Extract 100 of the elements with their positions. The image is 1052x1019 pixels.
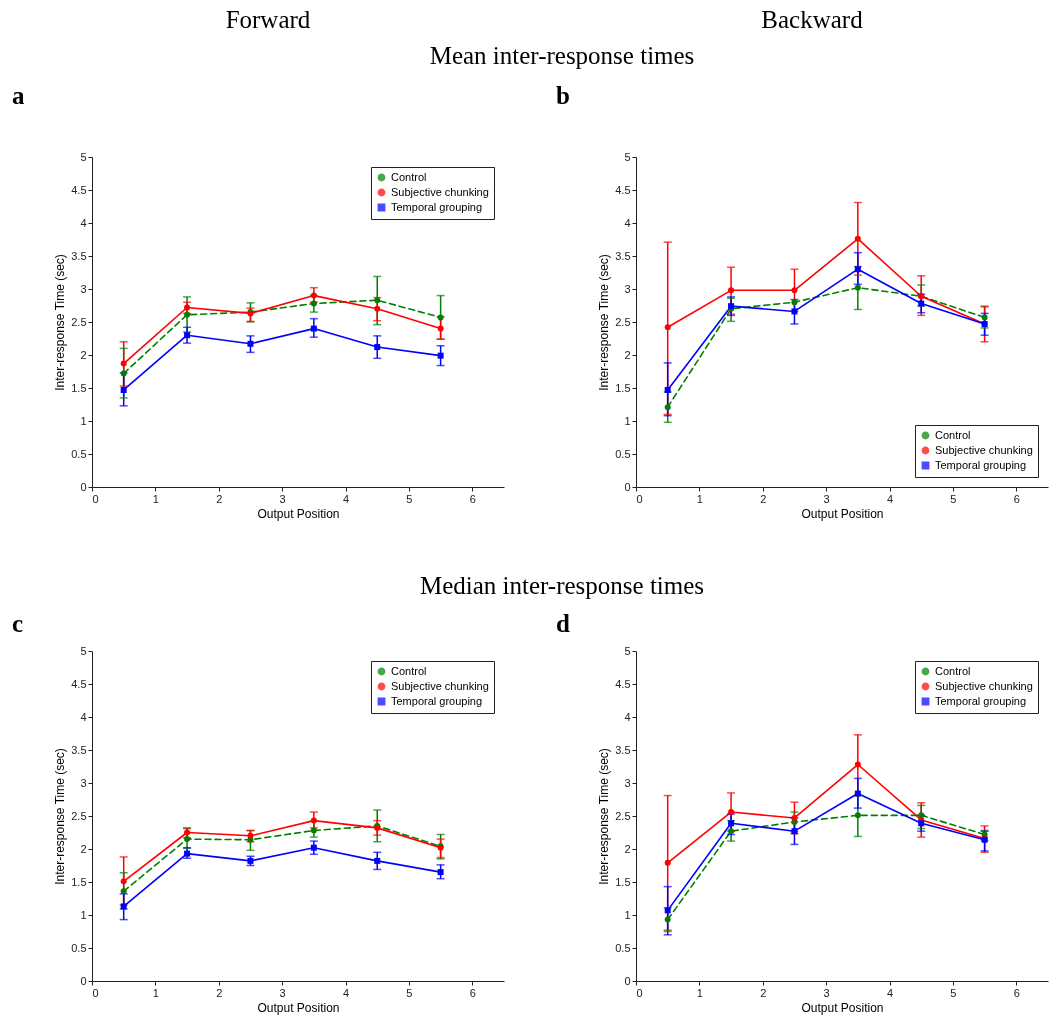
legend-label: Control bbox=[391, 170, 427, 183]
x-tick-label: 2 bbox=[760, 492, 767, 505]
y-tick-label: 5 bbox=[624, 644, 631, 657]
y-tick-label: 3.5 bbox=[615, 249, 631, 262]
y-tick-label: 0.5 bbox=[71, 447, 87, 460]
y-tick-label: 5 bbox=[624, 150, 631, 163]
y-tick-label: 5 bbox=[80, 150, 87, 163]
x-tick-label: 3 bbox=[823, 492, 830, 505]
y-tick-label: 1 bbox=[80, 908, 87, 921]
y-axis-title: Inter-response Time (sec) bbox=[597, 254, 612, 391]
text: Backward bbox=[761, 6, 863, 34]
y-axis-title: Inter-response Time (sec) bbox=[53, 748, 68, 885]
y-tick-label: 1 bbox=[624, 414, 631, 427]
y-tick-label: 0.5 bbox=[615, 447, 631, 460]
x-tick-label: 0 bbox=[92, 492, 99, 505]
x-tick-label: 5 bbox=[406, 492, 413, 505]
x-tick-label: 1 bbox=[152, 986, 159, 999]
legend-label: Control bbox=[935, 428, 971, 441]
x-tick-label: 0 bbox=[636, 492, 643, 505]
text: Forward bbox=[225, 6, 311, 34]
chart-title: a bbox=[12, 82, 25, 110]
x-tick-label: 5 bbox=[950, 986, 957, 999]
x-tick-label: 6 bbox=[469, 492, 476, 505]
y-tick-label: 3 bbox=[624, 776, 631, 789]
y-axis-title: Inter-response Time (sec) bbox=[597, 748, 612, 885]
y-tick-label: 2 bbox=[80, 348, 87, 361]
x-axis-title: Output Position bbox=[257, 506, 340, 521]
legend-label: Control bbox=[935, 664, 971, 677]
y-tick-label: 1.5 bbox=[71, 875, 87, 888]
x-tick-label: 5 bbox=[406, 986, 413, 999]
x-axis-title: Output Position bbox=[801, 1000, 884, 1015]
y-tick-label: 5 bbox=[80, 644, 87, 657]
x-tick-label: 5 bbox=[950, 492, 957, 505]
x-tick-label: 3 bbox=[823, 986, 830, 999]
y-tick-label: 4 bbox=[80, 710, 87, 723]
x-tick-label: 6 bbox=[469, 986, 476, 999]
y-tick-label: 2 bbox=[80, 842, 87, 855]
y-tick-label: 1.5 bbox=[615, 381, 631, 394]
x-tick-label: 0 bbox=[636, 986, 643, 999]
x-tick-label: 1 bbox=[696, 986, 703, 999]
y-tick-label: 2 bbox=[624, 348, 631, 361]
x-axis-title: Output Position bbox=[801, 506, 884, 521]
y-tick-label: 4 bbox=[624, 216, 631, 229]
y-tick-label: 1 bbox=[80, 414, 87, 427]
x-tick-label: 2 bbox=[216, 492, 223, 505]
y-tick-label: 2 bbox=[624, 842, 631, 855]
y-tick-label: 4.5 bbox=[71, 183, 87, 196]
x-tick-label: 2 bbox=[760, 986, 767, 999]
x-tick-label: 1 bbox=[696, 492, 703, 505]
chart-title: c bbox=[12, 610, 24, 638]
y-tick-label: 1 bbox=[624, 908, 631, 921]
y-tick-label: 4.5 bbox=[615, 183, 631, 196]
y-tick-label: 1.5 bbox=[71, 381, 87, 394]
x-axis-title: Output Position bbox=[257, 1000, 340, 1015]
x-tick-label: 0 bbox=[92, 986, 99, 999]
y-tick-label: 0 bbox=[80, 974, 87, 987]
legend-label: Temporal grouping bbox=[391, 694, 483, 707]
y-tick-label: 3 bbox=[624, 282, 631, 295]
y-tick-label: 4 bbox=[80, 216, 87, 229]
legend-label: Subjective chunking bbox=[391, 679, 489, 692]
y-tick-label: 0.5 bbox=[71, 941, 87, 954]
legend-label: Subjective chunking bbox=[935, 443, 1033, 456]
y-tick-label: 3 bbox=[80, 776, 87, 789]
text: Median inter-response times bbox=[419, 572, 705, 600]
x-tick-label: 4 bbox=[886, 986, 894, 999]
y-tick-label: 0 bbox=[624, 480, 631, 493]
legend-label: Control bbox=[391, 664, 427, 677]
chart-title: b bbox=[556, 82, 570, 110]
legend-label: Temporal grouping bbox=[935, 694, 1027, 707]
legend-label: Subjective chunking bbox=[935, 679, 1033, 692]
legend-label: Temporal grouping bbox=[935, 458, 1027, 471]
x-tick-label: 4 bbox=[342, 492, 350, 505]
x-tick-label: 3 bbox=[279, 986, 286, 999]
y-tick-label: 1.5 bbox=[615, 875, 631, 888]
x-tick-label: 4 bbox=[886, 492, 894, 505]
x-tick-label: 2 bbox=[216, 986, 223, 999]
x-tick-label: 6 bbox=[1013, 492, 1020, 505]
y-tick-label: 4 bbox=[624, 710, 631, 723]
y-tick-label: 0.5 bbox=[615, 941, 631, 954]
y-tick-label: 2.5 bbox=[71, 315, 87, 328]
legend-label: Temporal grouping bbox=[391, 200, 483, 213]
y-tick-label: 4.5 bbox=[615, 677, 631, 690]
y-tick-label: 3 bbox=[80, 282, 87, 295]
y-tick-label: 0 bbox=[80, 480, 87, 493]
x-tick-label: 6 bbox=[1013, 986, 1020, 999]
x-tick-label: 3 bbox=[279, 492, 286, 505]
x-tick-label: 4 bbox=[342, 986, 350, 999]
chart-title: d bbox=[556, 610, 570, 638]
y-tick-label: 2.5 bbox=[615, 315, 631, 328]
legend-label: Subjective chunking bbox=[391, 185, 489, 198]
x-tick-label: 1 bbox=[152, 492, 159, 505]
y-tick-label: 3.5 bbox=[615, 743, 631, 756]
y-tick-label: 4.5 bbox=[71, 677, 87, 690]
y-tick-label: 0 bbox=[624, 974, 631, 987]
y-tick-label: 3.5 bbox=[71, 249, 87, 262]
y-tick-label: 2.5 bbox=[615, 809, 631, 822]
y-tick-label: 2.5 bbox=[71, 809, 87, 822]
y-tick-label: 3.5 bbox=[71, 743, 87, 756]
y-axis-title: Inter-response Time (sec) bbox=[53, 254, 68, 391]
text: Mean inter-response times bbox=[429, 42, 695, 70]
